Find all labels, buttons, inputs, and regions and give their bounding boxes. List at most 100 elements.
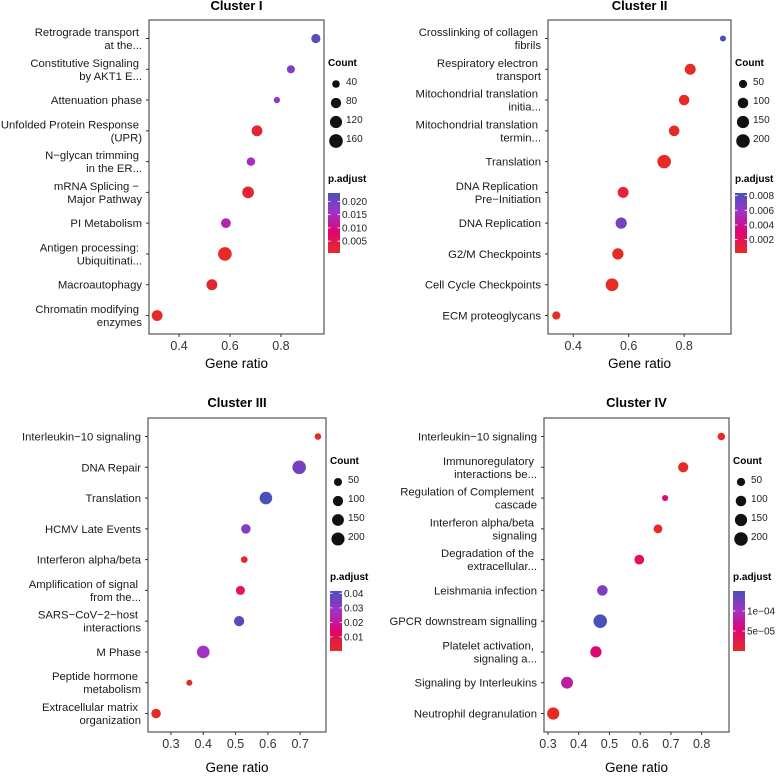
size-legend-label: 100 — [753, 96, 770, 107]
y-tick-label: extracellular... — [467, 561, 537, 573]
y-tick-label: in the ER... — [86, 163, 142, 175]
y-tick-label: Mitochondrial translation — [416, 89, 538, 101]
x-tick-label: 0.7 — [662, 737, 679, 751]
y-tick-label: HCMV Late Events — [45, 524, 141, 536]
size-legend-key — [738, 79, 748, 89]
size-legend-title: Count — [328, 58, 358, 69]
y-tick-label: PI Metabolism — [70, 218, 142, 230]
data-point — [612, 248, 624, 260]
color-legend-label: 0.020 — [342, 197, 367, 208]
size-legend-key — [736, 115, 750, 129]
color-legend-label: 0.004 — [749, 220, 774, 231]
data-point — [662, 495, 669, 502]
size-legend-key — [736, 477, 746, 487]
plot-panel-border — [148, 19, 325, 335]
data-point — [561, 676, 574, 689]
size-legend-label: 200 — [348, 532, 365, 543]
size-legend-key — [332, 514, 344, 526]
y-tick-label: organization — [79, 715, 141, 727]
y-tick-label: Chromatin modifying — [35, 304, 139, 316]
x-tick-label: 0.5 — [227, 737, 244, 751]
size-legend-key — [330, 97, 342, 109]
x-tick-label: 0.7 — [291, 737, 308, 751]
data-point — [678, 94, 690, 106]
data-point — [634, 554, 645, 565]
y-tick-label: GPCR downstream signalling — [389, 616, 537, 628]
y-tick-label: Translation — [86, 493, 141, 505]
y-tick-label: DNA Replication — [456, 181, 538, 193]
size-legend-key — [332, 80, 340, 88]
plot-panel-border — [547, 19, 732, 335]
panel-title: Cluster IV — [606, 395, 667, 410]
color-legend-bar — [330, 591, 342, 651]
y-tick-label: M Phase — [96, 647, 141, 659]
x-tick-label: 0.3 — [539, 737, 556, 751]
data-point — [590, 646, 602, 658]
size-legend-label: 50 — [753, 77, 765, 88]
data-point — [241, 524, 251, 534]
color-legend-label: 0.01 — [344, 632, 364, 643]
data-point — [657, 154, 671, 169]
size-legend-key — [329, 134, 343, 148]
y-tick-label: enzymes — [97, 317, 143, 329]
size-legend-label: 200 — [753, 134, 770, 145]
color-legend-label: 0.04 — [344, 589, 364, 600]
y-tick-label: Degradation of the — [441, 548, 534, 560]
y-tick-label: mRNA Splicing − — [54, 181, 139, 193]
size-legend-key — [735, 495, 747, 507]
data-point — [151, 310, 163, 321]
data-point — [292, 460, 306, 475]
y-tick-label: Antigen processing: — [40, 242, 139, 254]
color-legend-title: p.adjust — [328, 174, 367, 185]
color-legend-label: 0.005 — [342, 237, 367, 248]
y-tick-label: Cell Cycle Checkpoints — [425, 280, 542, 292]
y-tick-label: Attenuation phase — [51, 95, 142, 107]
color-legend-title: p.adjust — [735, 174, 774, 185]
color-legend-label: 0.03 — [344, 603, 364, 614]
y-tick-label: SARS−CoV−2−host — [38, 610, 139, 622]
color-legend-bar — [735, 193, 747, 253]
data-point — [678, 462, 689, 473]
x-tick-label: 0.8 — [693, 737, 710, 751]
y-tick-label: cascade — [495, 500, 537, 512]
size-legend-label: 80 — [346, 96, 358, 107]
data-point — [242, 186, 254, 199]
panel-title: Cluster III — [207, 395, 266, 410]
data-point — [719, 35, 727, 42]
y-tick-label: ECM proteoglycans — [442, 311, 541, 323]
color-legend-label: 0.02 — [344, 618, 364, 629]
y-tick-label: Peptide hormone — [52, 671, 138, 683]
y-tick-label: at the... — [104, 40, 142, 52]
size-legend-label: 160 — [346, 134, 363, 145]
x-tick-label: 0.4 — [170, 339, 187, 353]
size-legend-key — [329, 115, 343, 129]
y-tick-label: Signaling by Interleukins — [415, 678, 538, 690]
x-tick-label: 0.6 — [221, 339, 238, 353]
x-tick-label: 0.6 — [259, 737, 276, 751]
panel-title: Cluster II — [612, 0, 668, 13]
size-legend-label: 50 — [751, 475, 763, 486]
y-tick-label: Interleukin−10 signaling — [22, 432, 141, 444]
plot-panel-border — [543, 417, 730, 733]
y-tick-label: interactions be... — [454, 469, 537, 481]
y-tick-label: fibrils — [515, 40, 542, 52]
y-tick-label: Mitochondrial translation — [416, 119, 538, 131]
data-point — [235, 585, 245, 595]
y-tick-label: N−glycan trimming — [45, 150, 139, 162]
data-point — [717, 432, 726, 441]
size-legend-label: 120 — [346, 115, 363, 126]
y-tick-label: Major Pathway — [67, 194, 142, 206]
color-legend-label: 1e−04 — [747, 607, 776, 618]
y-tick-label: by AKT1 E... — [79, 71, 142, 83]
y-tick-label: Retrograde transport — [35, 27, 140, 39]
size-legend-label: 150 — [753, 115, 770, 126]
y-tick-label: DNA Repair — [81, 462, 141, 474]
data-point — [196, 645, 210, 659]
y-tick-label: Crosslinking of collagen — [419, 27, 538, 39]
panel-cluster-3: Cluster III Interleukin−10 signaling DNA R… — [22, 395, 369, 775]
y-tick-label: Interferon alpha/beta — [430, 517, 535, 529]
size-legend-title: Count — [735, 58, 765, 69]
x-axis-title: Gene ratio — [605, 760, 668, 775]
